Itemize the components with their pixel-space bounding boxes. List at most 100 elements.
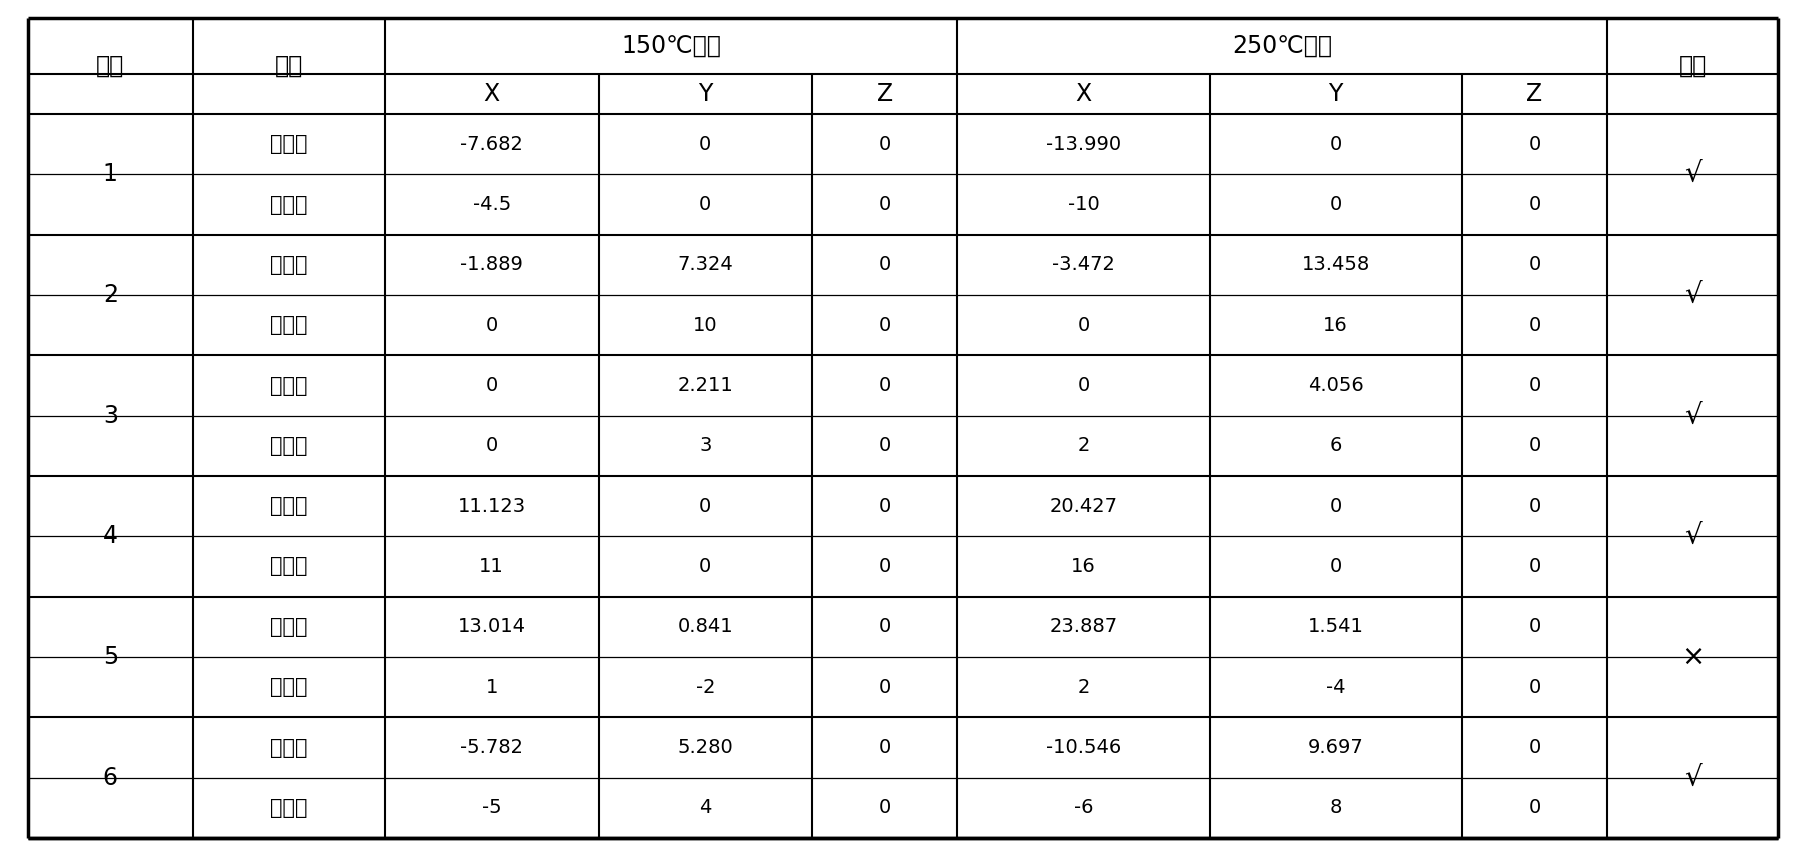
Text: 5.280: 5.280 [677, 738, 733, 757]
Text: 20.427: 20.427 [1049, 496, 1117, 515]
Text: 理论値: 理论値 [269, 134, 307, 154]
Text: Z: Z [1525, 82, 1541, 106]
Text: 0: 0 [879, 195, 890, 214]
Text: 0: 0 [1328, 134, 1341, 154]
Text: 理论値: 理论値 [269, 738, 307, 758]
Text: Y: Y [699, 82, 713, 106]
Text: 0: 0 [486, 376, 498, 395]
Text: 4: 4 [699, 799, 711, 817]
Text: 0: 0 [486, 316, 498, 335]
Text: √: √ [1682, 401, 1700, 430]
Text: 0: 0 [1527, 678, 1540, 697]
Text: 实测値: 实测値 [269, 798, 307, 817]
Text: -5: -5 [482, 799, 502, 817]
Text: 0: 0 [486, 437, 498, 455]
Text: -6: -6 [1074, 799, 1092, 817]
Text: √: √ [1682, 522, 1700, 550]
Text: 0: 0 [879, 617, 890, 636]
Text: 0: 0 [1527, 738, 1540, 757]
Text: -10: -10 [1067, 195, 1099, 214]
Text: 8: 8 [1328, 799, 1341, 817]
Text: 理论値: 理论値 [269, 376, 307, 395]
Text: 0: 0 [879, 738, 890, 757]
Text: 9.697: 9.697 [1307, 738, 1363, 757]
Text: 13.458: 13.458 [1301, 255, 1368, 274]
Text: 0: 0 [1527, 376, 1540, 395]
Text: 实测値: 实测値 [269, 315, 307, 336]
Text: √: √ [1682, 281, 1700, 309]
Text: 6: 6 [1328, 437, 1341, 455]
Text: 实测値: 实测値 [269, 556, 307, 576]
Text: 0: 0 [879, 255, 890, 274]
Text: 2: 2 [1078, 678, 1088, 697]
Text: 理论値: 理论値 [269, 255, 307, 275]
Text: Z: Z [875, 82, 892, 106]
Text: 0: 0 [1328, 195, 1341, 214]
Text: 0: 0 [1527, 496, 1540, 515]
Text: 实测値: 实测値 [269, 436, 307, 456]
Text: 0: 0 [699, 496, 711, 515]
Text: 测点: 测点 [96, 54, 125, 78]
Text: 0: 0 [879, 376, 890, 395]
Text: 0: 0 [699, 134, 711, 154]
Text: 1: 1 [486, 678, 498, 697]
Text: √: √ [1682, 764, 1700, 792]
Text: 0: 0 [1527, 557, 1540, 576]
Text: 3: 3 [103, 404, 117, 428]
Text: 7.324: 7.324 [677, 255, 733, 274]
Text: -7.682: -7.682 [460, 134, 523, 154]
Text: 0: 0 [699, 557, 711, 576]
Text: 1: 1 [103, 163, 117, 187]
Text: 0: 0 [1078, 316, 1088, 335]
Text: -10.546: -10.546 [1045, 738, 1121, 757]
Text: ×: × [1680, 643, 1704, 671]
Text: 0.841: 0.841 [677, 617, 733, 636]
Text: 250℃位移: 250℃位移 [1231, 34, 1332, 58]
Text: -1.889: -1.889 [460, 255, 523, 274]
Text: 23.887: 23.887 [1049, 617, 1117, 636]
Text: 0: 0 [879, 316, 890, 335]
Text: 11: 11 [478, 557, 504, 576]
Text: 4.056: 4.056 [1307, 376, 1363, 395]
Text: 3: 3 [699, 437, 711, 455]
Text: 16: 16 [1323, 316, 1347, 335]
Text: X: X [484, 82, 500, 106]
Text: 项目: 项目 [274, 54, 303, 78]
Text: 0: 0 [879, 799, 890, 817]
Text: 0: 0 [879, 496, 890, 515]
Text: 1.541: 1.541 [1307, 617, 1363, 636]
Text: 6: 6 [103, 765, 117, 790]
Text: -2: -2 [695, 678, 715, 697]
Text: -5.782: -5.782 [460, 738, 523, 757]
Text: 2: 2 [103, 283, 117, 307]
Text: 理论値: 理论値 [269, 496, 307, 516]
Text: 2: 2 [1078, 437, 1088, 455]
Text: 150℃位移: 150℃位移 [621, 34, 720, 58]
Text: 结论: 结论 [1677, 54, 1706, 78]
Text: 0: 0 [1527, 195, 1540, 214]
Text: √: √ [1682, 160, 1700, 188]
Text: 0: 0 [879, 678, 890, 697]
Text: 0: 0 [1527, 255, 1540, 274]
Text: -4.5: -4.5 [473, 195, 511, 214]
Text: Y: Y [1328, 82, 1343, 106]
Text: 2.211: 2.211 [677, 376, 733, 395]
Text: X: X [1076, 82, 1090, 106]
Text: 0: 0 [879, 437, 890, 455]
Text: 5: 5 [103, 645, 117, 669]
Text: -4: -4 [1325, 678, 1345, 697]
Text: 0: 0 [1328, 496, 1341, 515]
Text: 0: 0 [699, 195, 711, 214]
Text: 13.014: 13.014 [457, 617, 525, 636]
Text: 11.123: 11.123 [457, 496, 525, 515]
Text: 0: 0 [1328, 557, 1341, 576]
Text: 0: 0 [1527, 134, 1540, 154]
Text: 10: 10 [693, 316, 717, 335]
Text: 实测値: 实测値 [269, 194, 307, 215]
Text: 0: 0 [1527, 617, 1540, 636]
Text: 0: 0 [1527, 316, 1540, 335]
Text: 0: 0 [879, 557, 890, 576]
Text: 0: 0 [879, 134, 890, 154]
Text: 0: 0 [1527, 799, 1540, 817]
Text: 实测値: 实测値 [269, 677, 307, 697]
